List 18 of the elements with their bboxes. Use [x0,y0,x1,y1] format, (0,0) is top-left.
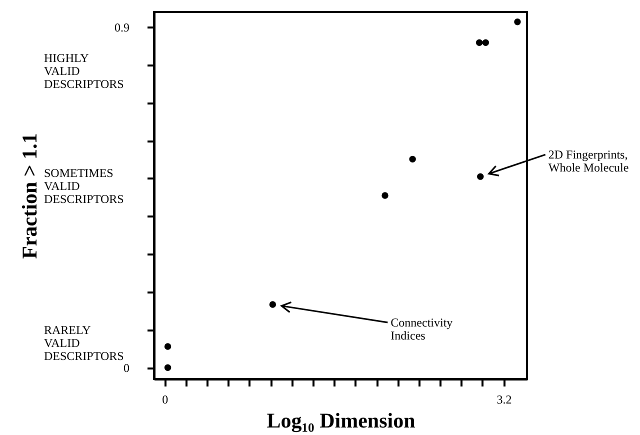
point [477,173,484,180]
point [482,39,490,46]
annotation: 2D Fingerprints, Whole Molecule [548,148,629,175]
y-axis-title: Fraction > 1.1 [18,133,42,259]
y-tick-label: 0.9 [114,20,130,35]
point [269,301,276,308]
point [382,192,388,199]
point [164,364,172,371]
point [476,39,483,46]
x-axis-title: Log₁₀ Dimension [266,408,416,432]
point [514,18,521,26]
point [409,156,416,163]
text: SOMETIMES VALID DESCRIPTORS [44,166,124,206]
text: HIGHLY VALID DESCRIPTORS [44,51,124,91]
x-tick-label: 3.2 [496,392,512,406]
point [164,343,172,350]
annotation: Connectivity Indices [390,315,453,342]
text: RARELY VALID DESCRIPTORS [44,323,124,363]
